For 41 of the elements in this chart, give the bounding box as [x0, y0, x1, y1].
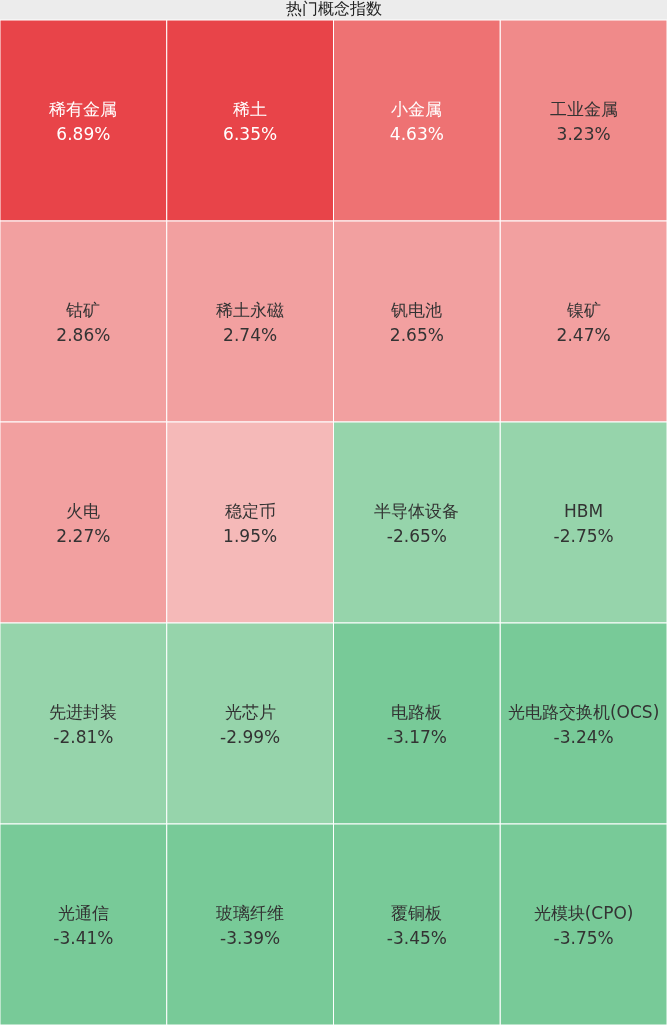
category-label: 稀土: [233, 98, 268, 119]
category-label: 镍矿: [565, 299, 601, 320]
data-label: -3.17%: [386, 726, 447, 747]
category-label: 钒电池: [390, 299, 443, 320]
category-label: 稳定币: [224, 500, 276, 521]
category-label: 稀有金属: [49, 98, 118, 119]
data-label: -3.41%: [53, 927, 114, 948]
data-label: 4.63%: [389, 123, 444, 144]
data-label: 6.89%: [56, 123, 111, 144]
data-label: -3.39%: [220, 927, 281, 948]
data-label: 2.47%: [556, 324, 611, 345]
data-label: -2.81%: [53, 726, 114, 747]
data-label: 6.35%: [223, 123, 278, 144]
category-label: 钴矿: [65, 299, 101, 320]
category-label: 光芯片: [224, 701, 276, 722]
category-label: 小金属: [391, 98, 443, 119]
data-label: 2.65%: [389, 324, 444, 345]
data-label: 2.74%: [223, 324, 278, 345]
category-label: 光模块(CPO): [533, 902, 634, 923]
category-label: 稀土永磁: [216, 299, 285, 320]
category-label: HBM: [564, 500, 604, 521]
data-label: -3.45%: [386, 927, 447, 948]
category-label: 先进封装: [49, 701, 118, 722]
data-label: 1.95%: [223, 525, 278, 546]
data-label: -3.24%: [553, 726, 614, 747]
text: 热门概念指数: [285, 0, 382, 18]
data-label: -2.75%: [553, 525, 614, 546]
data-label: 2.86%: [56, 324, 111, 345]
category-label: 玻璃纤维: [216, 902, 285, 923]
data-label: -3.75%: [553, 927, 614, 948]
data-label: -2.65%: [386, 525, 447, 546]
data-label: -2.99%: [220, 726, 281, 747]
category-label: 光通信: [57, 902, 109, 923]
category-label: 覆铜板: [391, 902, 443, 923]
category-label: 半导体设备: [374, 500, 460, 521]
category-label: 电路板: [391, 701, 443, 722]
category-label: 光电路交换机(OCS): [507, 701, 660, 722]
category-label: 工业金属: [549, 98, 618, 119]
data-label: 3.23%: [556, 123, 611, 144]
category-label: 火电: [66, 500, 101, 521]
data-label: 2.27%: [56, 525, 111, 546]
